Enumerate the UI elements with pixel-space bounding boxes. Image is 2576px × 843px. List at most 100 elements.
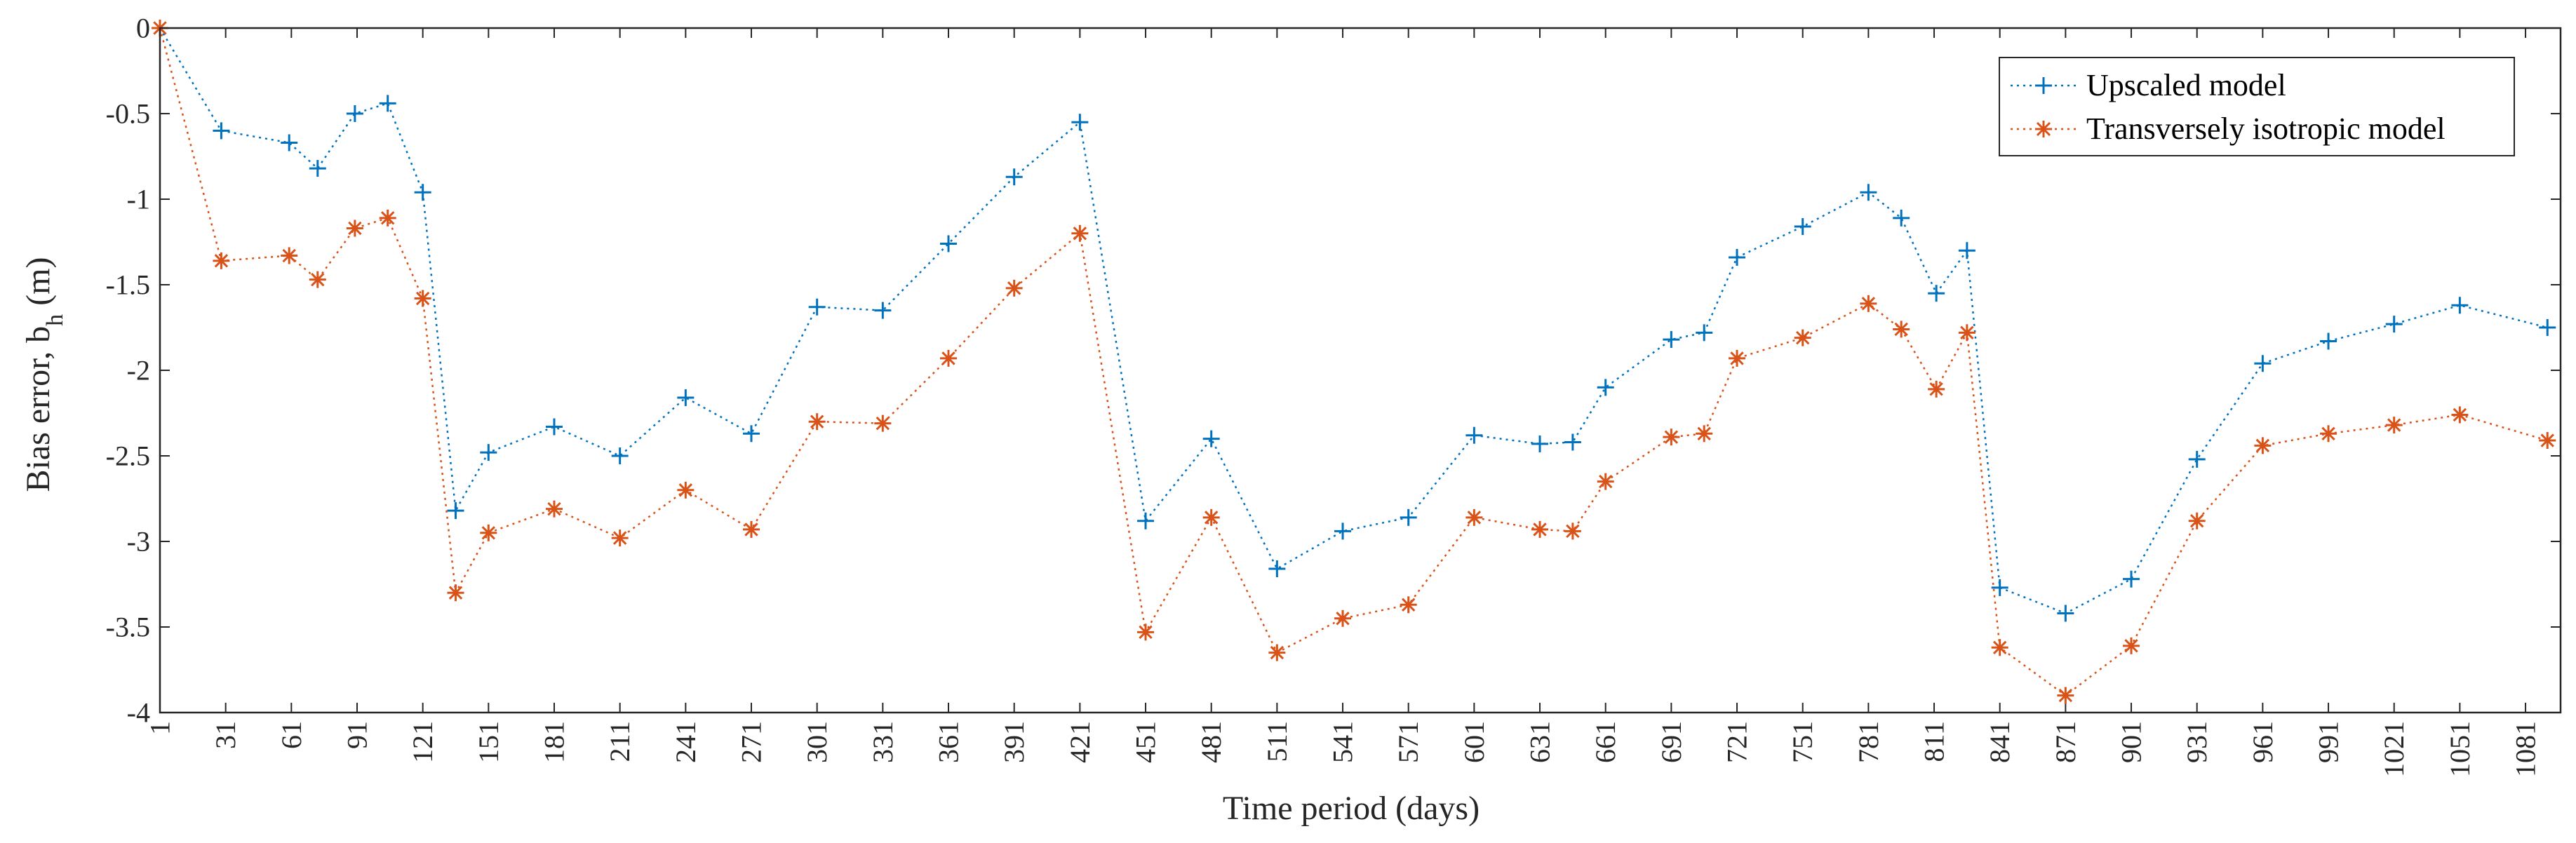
y-tick-label: -3: [127, 526, 150, 558]
marker-stroke: [311, 272, 325, 287]
data-point: [1958, 242, 1975, 259]
x-tick-label: 721: [1722, 721, 1753, 763]
x-tick-label: 631: [1524, 721, 1556, 763]
data-point: [414, 290, 431, 307]
x-tick-label: 121: [407, 721, 438, 763]
y-tick-label: -3.5: [106, 612, 150, 643]
data-point: [1893, 209, 1910, 227]
x-tick-label: 61: [276, 721, 307, 749]
data-point: [1137, 512, 1155, 530]
y-tick-label: -4: [127, 697, 150, 729]
data-point: [309, 160, 326, 177]
x-tick-label: 361: [933, 721, 965, 763]
marker-stroke: [1730, 351, 1744, 365]
data-point: [1531, 520, 1549, 538]
marker-stroke: [1204, 511, 1219, 525]
x-axis-title: Time period (days): [1223, 790, 1480, 827]
data-point: [2188, 450, 2206, 468]
data-point: [447, 584, 464, 602]
data-point: [1860, 184, 1877, 201]
marker-stroke: [214, 254, 229, 268]
marker-stroke: [348, 221, 362, 236]
data-point: [1597, 379, 1614, 396]
marker-stroke: [1861, 297, 1876, 311]
x-tick-label: 151: [473, 721, 504, 763]
marker-stroke: [2453, 407, 2467, 422]
data-point: [281, 247, 298, 264]
marker-stroke: [612, 531, 627, 545]
marker-stroke: [2321, 426, 2335, 440]
x-tick-label: 301: [801, 721, 833, 763]
data-point: [546, 418, 563, 436]
series-upscaled-model: [152, 20, 2556, 622]
x-tick-label: 511: [1261, 721, 1293, 762]
marker-stroke: [1007, 281, 1021, 295]
data-point: [1268, 644, 1286, 661]
data-point: [874, 414, 892, 432]
x-tick-label: 601: [1458, 721, 1490, 763]
data-point: [743, 425, 760, 443]
x-tick-label: 931: [2181, 721, 2213, 763]
y-tick-label: 0: [136, 13, 150, 44]
data-point: [1071, 114, 1089, 131]
data-point: [1202, 508, 1220, 526]
data-point: [2385, 316, 2403, 333]
data-point: [1465, 508, 1483, 526]
data-point: [2320, 425, 2337, 443]
data-point: [1729, 248, 1746, 266]
marker-stroke: [1336, 612, 1350, 626]
marker-stroke: [481, 526, 496, 540]
marker-stroke: [810, 414, 824, 429]
data-point: [414, 184, 431, 201]
y-axis-title-main: Bias error, b: [20, 326, 57, 492]
data-point: [1597, 473, 1614, 490]
data-point: [1991, 579, 2008, 596]
data-point: [611, 447, 629, 464]
marker-stroke: [2387, 418, 2401, 432]
data-point: [2451, 406, 2469, 424]
marker-stroke: [547, 501, 561, 516]
marker-stroke: [1795, 330, 1810, 345]
data-point: [677, 389, 695, 407]
data-point: [213, 122, 230, 140]
marker-stroke: [1401, 598, 1416, 612]
marker-stroke: [2540, 433, 2554, 447]
data-point: [743, 520, 760, 538]
marker-stroke: [941, 351, 955, 365]
data-point: [1928, 380, 1945, 398]
marker-stroke: [876, 416, 890, 431]
x-tick-label: 1081: [2510, 721, 2542, 777]
x-tick-label: 811: [1919, 721, 1950, 762]
data-point: [1202, 430, 1220, 447]
data-point: [2057, 605, 2074, 622]
x-tick-label: 181: [539, 721, 570, 763]
data-point: [2385, 417, 2403, 434]
marker-stroke: [744, 522, 758, 537]
y-tick-label: -1: [127, 184, 150, 215]
marker-stroke: [1139, 625, 1153, 640]
data-point: [940, 349, 958, 367]
marker-stroke: [1664, 430, 1679, 444]
data-point: [1005, 168, 1023, 186]
marker-stroke: [1894, 322, 1908, 337]
data-point: [1334, 609, 1352, 627]
x-tick-label: 331: [867, 721, 899, 763]
data-point: [1005, 279, 1023, 297]
legend-box: [1999, 57, 2515, 156]
data-point: [447, 502, 464, 520]
data-point: [213, 252, 230, 269]
data-point: [1400, 596, 1417, 614]
data-point: [2254, 437, 2272, 454]
data-point: [2123, 570, 2140, 588]
data-point: [480, 524, 497, 541]
x-tick-label: 451: [1130, 721, 1162, 763]
data-point: [940, 235, 958, 252]
series-transversely-isotropic-model: [152, 20, 2556, 704]
legend-marker-upscaled: [2035, 77, 2052, 94]
x-tick-label: 541: [1327, 721, 1359, 763]
legend-marker-transversely: [2035, 121, 2052, 137]
marker-stroke: [2124, 639, 2138, 653]
data-point: [379, 95, 396, 112]
series-line: [159, 27, 2548, 697]
series-layer: [152, 20, 2556, 704]
